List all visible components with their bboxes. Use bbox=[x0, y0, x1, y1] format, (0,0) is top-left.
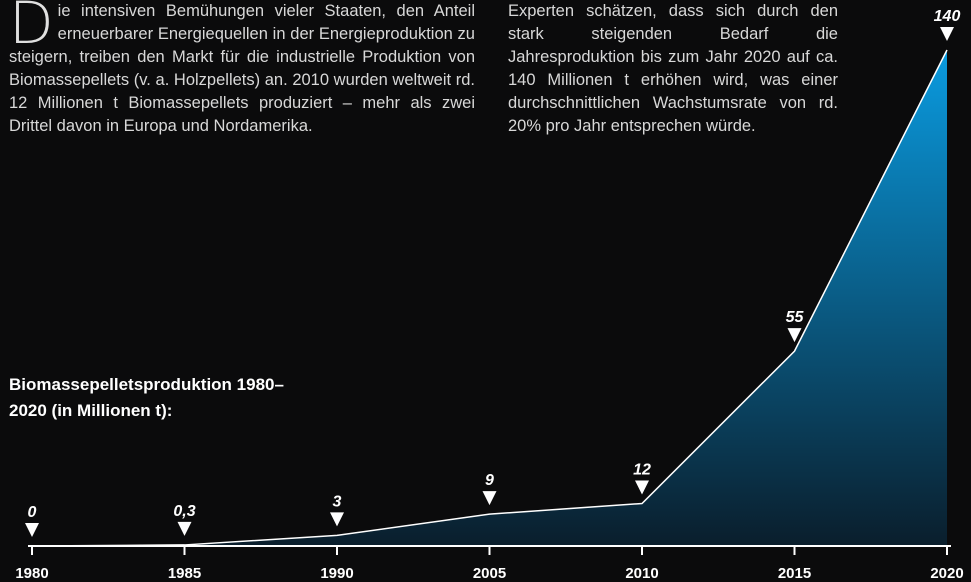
marker bbox=[787, 328, 802, 343]
marker bbox=[482, 491, 497, 506]
value-label: 140 bbox=[934, 8, 961, 25]
x-tick-label: 2005 bbox=[473, 565, 506, 582]
x-tick-label: 2020 bbox=[930, 565, 963, 582]
intro-body: ie intensiven Bemühungen vieler Staaten,… bbox=[9, 2, 475, 135]
value-label: 0 bbox=[28, 504, 37, 521]
chart-title: Biomassepelletsproduktion 1980–2020 (in … bbox=[9, 375, 284, 420]
value-label: 9 bbox=[485, 472, 494, 489]
x-tick-label: 1985 bbox=[168, 565, 201, 582]
value-label: 55 bbox=[786, 309, 805, 326]
marker bbox=[635, 480, 649, 495]
value-label: 3 bbox=[333, 493, 342, 510]
x-tick-label: 2010 bbox=[625, 565, 658, 582]
x-tick-label: 2015 bbox=[778, 565, 811, 582]
area bbox=[32, 50, 947, 546]
x-tick-label: 1980 bbox=[15, 565, 48, 582]
marker bbox=[25, 523, 39, 537]
marker bbox=[940, 27, 954, 41]
value-label: 0,3 bbox=[173, 503, 195, 520]
marker bbox=[177, 521, 192, 536]
marker bbox=[330, 512, 344, 527]
line bbox=[31, 49, 948, 547]
value-label: 12 bbox=[633, 461, 651, 478]
forecast-text: Experten schätzen, dass sich durch den s… bbox=[508, 2, 838, 135]
x-tick-label: 1990 bbox=[320, 565, 353, 582]
drop-cap: D bbox=[9, 0, 54, 57]
